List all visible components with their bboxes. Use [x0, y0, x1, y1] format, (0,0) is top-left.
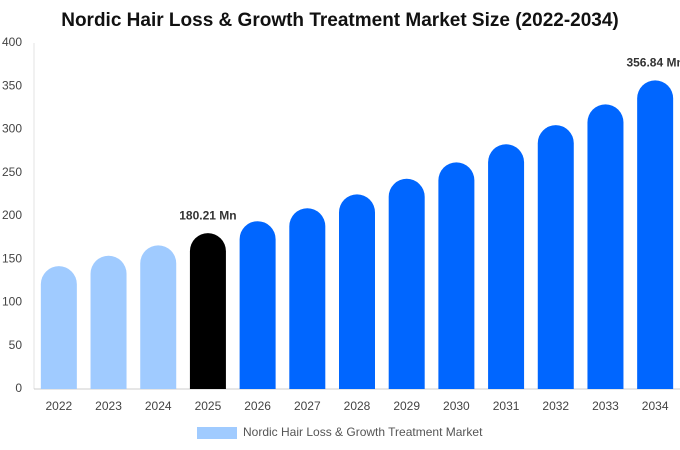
x-tick-label: 2030 — [443, 399, 470, 413]
x-tick-label: 2027 — [294, 399, 321, 413]
legend-swatch — [197, 427, 237, 439]
x-tick-label: 2032 — [542, 399, 569, 413]
y-tick-label: 150 — [2, 251, 22, 265]
x-tick-label: 2023 — [95, 399, 122, 413]
bar — [637, 80, 674, 389]
y-tick-label: 300 — [2, 122, 22, 136]
y-tick-label: 50 — [9, 338, 23, 352]
x-tick-label: 2033 — [592, 399, 619, 413]
bar — [438, 162, 475, 389]
y-tick-label: 100 — [2, 295, 22, 309]
y-tick-label: 350 — [2, 78, 22, 92]
legend-label: Nordic Hair Loss & Growth Treatment Mark… — [243, 425, 483, 439]
bar — [488, 144, 525, 389]
y-tick-label: 250 — [2, 165, 22, 179]
x-tick-label: 2025 — [195, 399, 222, 413]
bar — [239, 221, 276, 389]
bar — [587, 104, 624, 389]
bar — [339, 194, 375, 389]
x-tick-label: 2028 — [344, 399, 371, 413]
x-tick-label: 2029 — [393, 399, 420, 413]
y-tick-label: 0 — [15, 381, 22, 395]
bar — [388, 178, 425, 389]
chart-title: Nordic Hair Loss & Growth Treatment Mark… — [61, 10, 619, 31]
bar — [140, 245, 177, 389]
bar — [289, 208, 326, 389]
bar — [537, 125, 574, 390]
bar — [40, 266, 77, 389]
bar — [90, 255, 127, 389]
x-tick-label: 2024 — [145, 399, 172, 413]
value-label: 180.21 Mn — [179, 208, 236, 222]
x-tick-label: 2026 — [244, 399, 271, 413]
y-tick-label: 200 — [2, 208, 22, 222]
x-tick-label: 2034 — [642, 399, 669, 413]
value-label: 356.84 Mn — [626, 56, 680, 70]
x-tick-label: 2022 — [45, 399, 72, 413]
x-tick-label: 2031 — [493, 399, 520, 413]
bar — [189, 233, 226, 389]
y-tick-label: 400 — [2, 35, 22, 49]
